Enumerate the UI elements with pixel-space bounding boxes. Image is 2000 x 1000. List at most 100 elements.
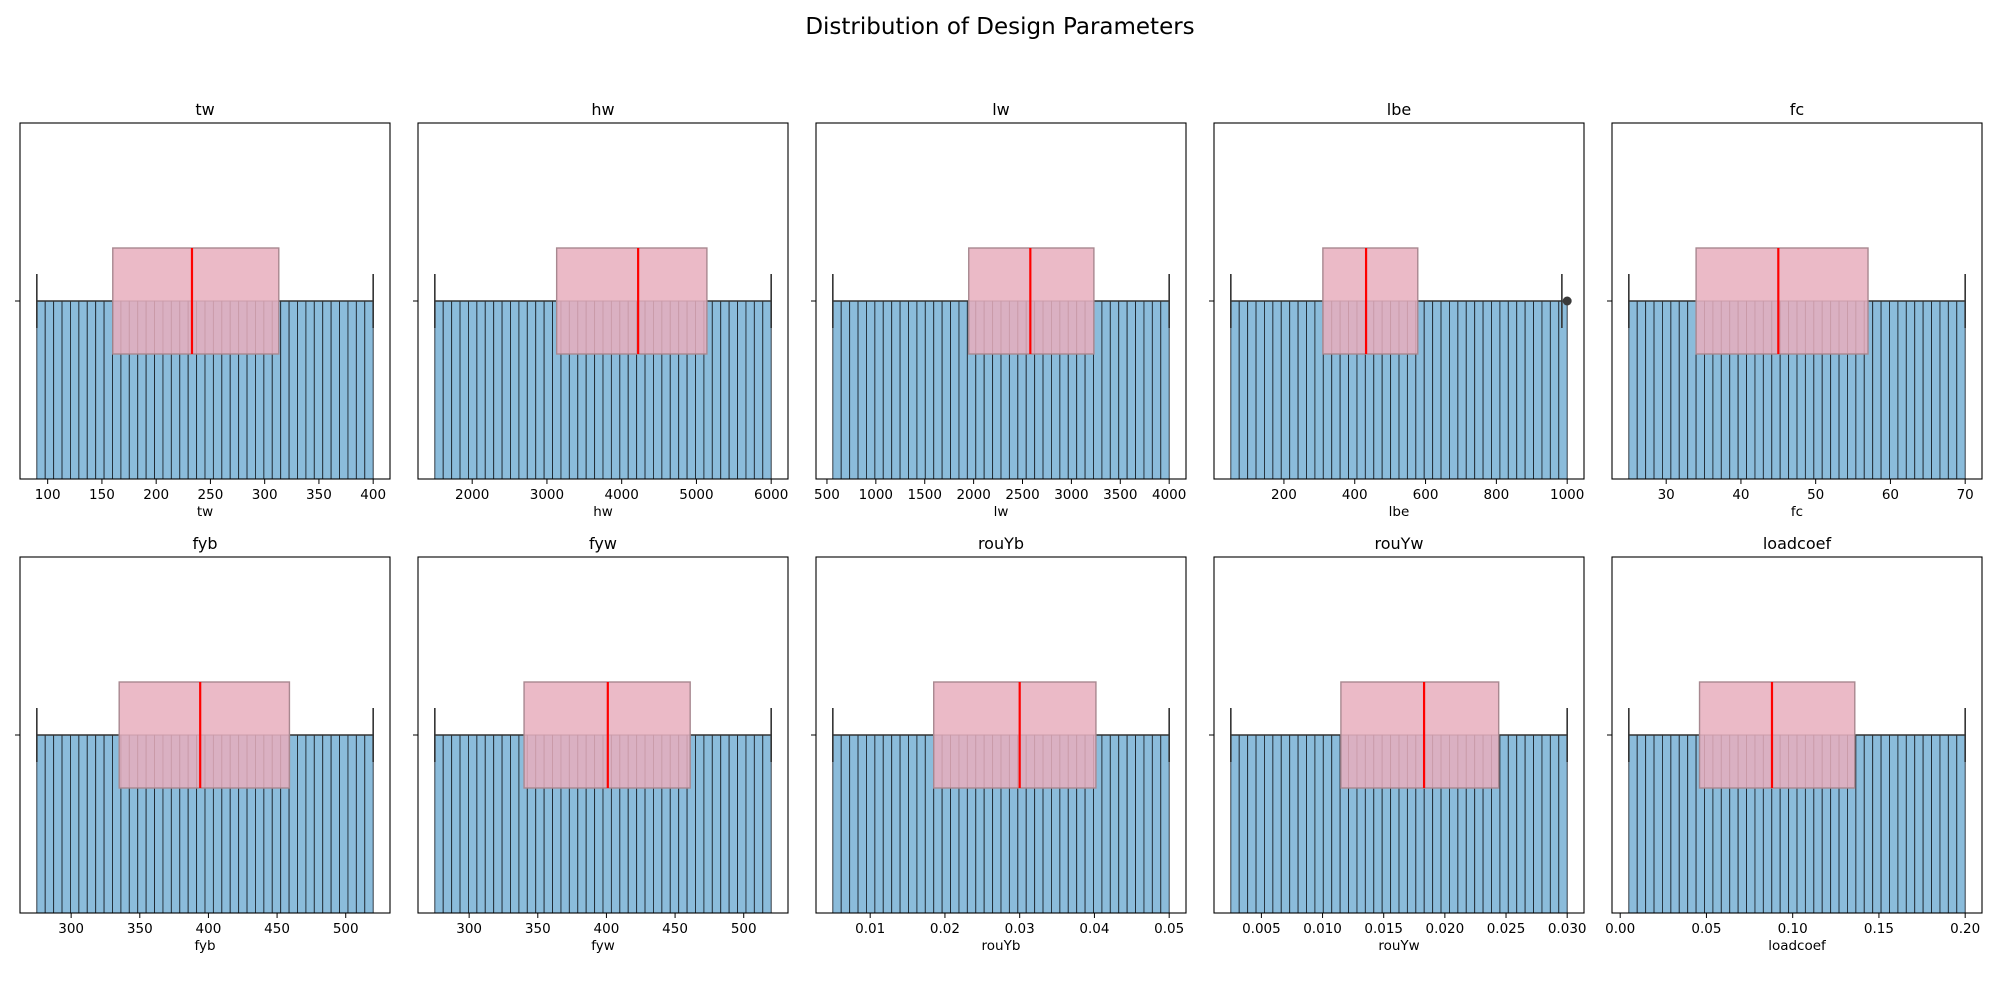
hist-bar — [1230, 734, 1240, 914]
x-tick-label: 3000 — [1054, 487, 1088, 503]
x-tick-label: 60 — [1882, 487, 1899, 503]
x-tick-label: 0.020 — [1426, 921, 1465, 937]
x-tick-label: 0.04 — [1079, 921, 1109, 937]
hist-bar — [1558, 300, 1568, 480]
hist-bar — [1151, 734, 1162, 914]
hist-bar — [526, 300, 537, 480]
hist-bar — [347, 734, 357, 914]
box-iqr — [1698, 681, 1856, 789]
hist-bar — [908, 300, 918, 480]
x-tick-label: 150 — [89, 487, 115, 503]
hist-bar — [1314, 734, 1324, 914]
hist-bar — [1423, 300, 1434, 480]
x-tick-label: 0.01 — [855, 921, 885, 937]
hist-bar — [1687, 734, 1697, 914]
hist-bar — [95, 734, 105, 914]
x-tick-label: 0.20 — [1950, 921, 1980, 937]
x-tick-label: 0.15 — [1864, 921, 1894, 937]
hist-bar — [1889, 734, 1899, 914]
hist-bar — [1922, 734, 1932, 914]
hist-bar — [840, 734, 851, 914]
hist-bar — [78, 300, 88, 480]
hist-bar — [61, 734, 71, 914]
subplot-fyw: 300 350 400 450 500 fyw fyw — [413, 534, 789, 954]
x-tick-label: 400 — [196, 921, 222, 937]
hist-bar — [840, 300, 851, 480]
hist-bar — [1432, 300, 1442, 480]
hist-bar — [1931, 300, 1941, 480]
hist-bar — [1465, 300, 1476, 480]
subplot-tw: 100 150 200 250 300 350 400 tw tw — [15, 100, 391, 520]
hist-bar — [1322, 734, 1333, 914]
hist-bar — [434, 734, 444, 914]
hist-bar — [1160, 300, 1170, 480]
hist-bar — [1118, 300, 1128, 480]
x-tick-label: 350 — [306, 487, 332, 503]
hist-bar — [1939, 734, 1949, 914]
x-tick-label: 400 — [594, 921, 620, 937]
x-tick-label: 0.005 — [1242, 921, 1281, 937]
hist-bar — [720, 300, 730, 480]
x-tick-label: 600 — [1413, 487, 1439, 503]
x-tick-label: 1500 — [908, 487, 942, 503]
hist-bar — [510, 734, 520, 914]
hist-bar — [857, 300, 867, 480]
hist-bar — [924, 734, 935, 914]
hist-bar — [297, 734, 307, 914]
hist-bar — [53, 300, 63, 480]
x-axis-label: lw — [994, 504, 1009, 520]
hist-bar — [1645, 300, 1655, 480]
hist-bar — [1160, 734, 1170, 914]
hist-bar — [355, 734, 366, 914]
hist-bar — [1331, 734, 1341, 914]
x-tick-label: 300 — [58, 921, 84, 937]
hist-bar — [1541, 734, 1551, 914]
x-axis-label: hw — [593, 504, 613, 520]
x-tick-label: 1000 — [859, 487, 893, 503]
hist-bar — [1549, 300, 1560, 480]
x-tick-label: 100 — [35, 487, 61, 503]
x-tick-label: 450 — [264, 921, 290, 937]
hist-bar — [1516, 734, 1526, 914]
hist-bar — [1507, 300, 1518, 480]
hist-bar — [1255, 734, 1265, 914]
hist-bar — [866, 734, 876, 914]
hist-bar — [95, 300, 105, 480]
hist-bar — [1687, 300, 1697, 480]
hist-bar — [484, 734, 495, 914]
hist-bar — [305, 300, 315, 480]
hist-bar — [745, 734, 755, 914]
hist-bar — [832, 300, 842, 480]
hist-bar — [1670, 734, 1680, 914]
hist-bar — [1126, 300, 1136, 480]
hist-bar — [1533, 300, 1543, 480]
subplot-title: fyb — [193, 534, 218, 553]
x-tick-label: 800 — [1483, 487, 1509, 503]
hist-bar — [501, 300, 511, 480]
x-axis-label: loadcoef — [1768, 938, 1827, 954]
hist-bar — [753, 300, 764, 480]
hist-bar — [1143, 734, 1153, 914]
hist-bar — [1662, 734, 1672, 914]
x-tick-label: 300 — [456, 921, 482, 937]
hist-bar — [442, 734, 453, 914]
hist-bar — [1255, 300, 1265, 480]
hist-bar — [355, 300, 366, 480]
hist-bar — [322, 734, 332, 914]
hist-bar — [1474, 300, 1484, 480]
hist-bar — [950, 300, 960, 480]
hist-bar — [1289, 734, 1299, 914]
hist-bar — [1880, 300, 1890, 480]
hist-bar — [1549, 734, 1560, 914]
hist-bar — [849, 734, 859, 914]
hist-bar — [1507, 734, 1518, 914]
x-tick-label: 0.03 — [1005, 921, 1035, 937]
hist-bar — [347, 300, 357, 480]
hist-bar — [1678, 734, 1689, 914]
hist-bar — [933, 300, 943, 480]
hist-bar — [322, 300, 332, 480]
x-tick-label: 5000 — [679, 487, 713, 503]
hist-bar — [1636, 734, 1647, 914]
hist-bar — [1889, 300, 1899, 480]
